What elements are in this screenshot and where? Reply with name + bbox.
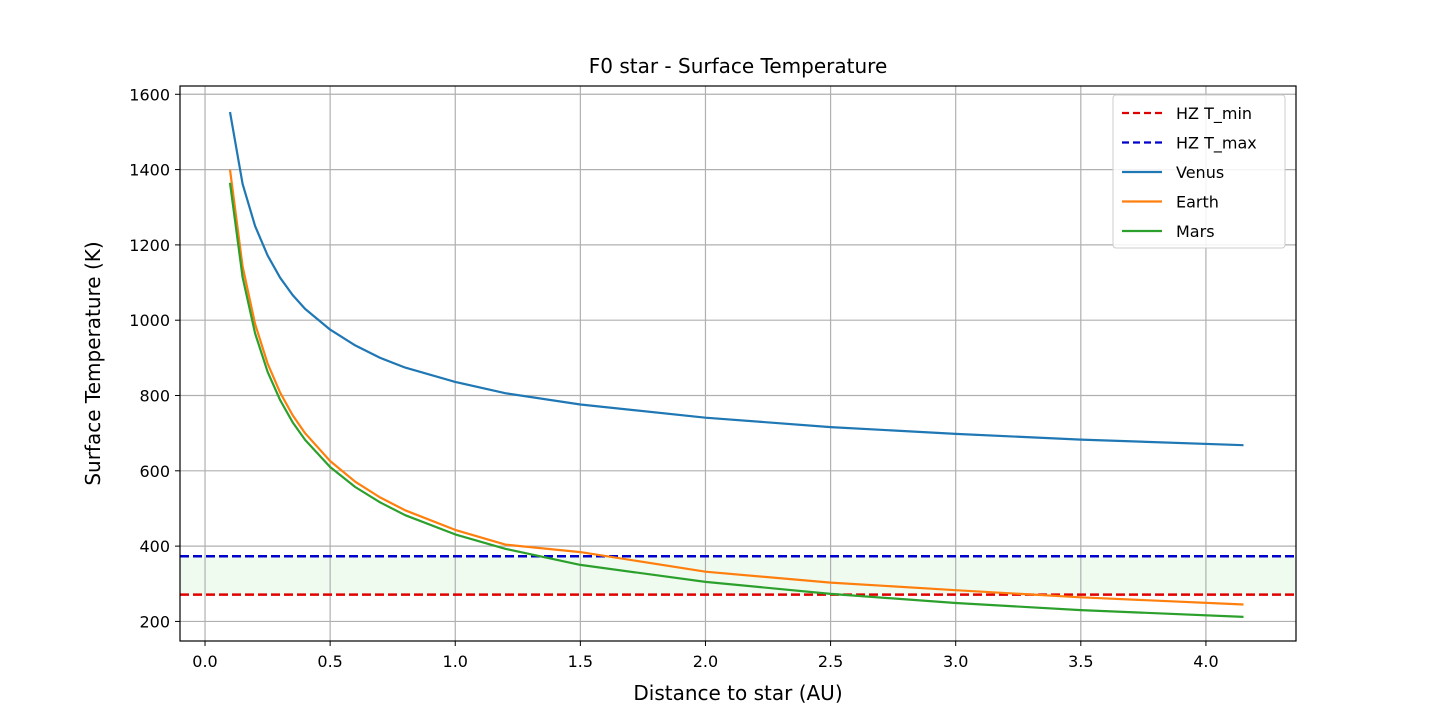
series-line-mars — [228, 182, 1244, 618]
x-tick-label: 3.5 — [1068, 652, 1093, 671]
legend-label-earth: Earth — [1176, 193, 1219, 212]
y-tick-label: 800 — [139, 387, 170, 406]
y-tick-label: 600 — [139, 462, 170, 481]
plot-frame — [179, 85, 1297, 642]
series-line-venus — [228, 111, 1244, 447]
chart-title: F0 star - Surface Temperature — [589, 54, 888, 78]
y-tick-label: 1200 — [129, 236, 170, 255]
y-tick-label: 1000 — [129, 311, 170, 330]
y-axis-label: Surface Temperature (K) — [81, 241, 105, 485]
x-tick-label: 0.5 — [317, 652, 342, 671]
legend-label-mars: Mars — [1176, 222, 1215, 241]
x-tick-label: 2.5 — [818, 652, 843, 671]
series-line-earth — [228, 169, 1244, 606]
y-tick-label: 1600 — [129, 85, 170, 104]
x-tick-label: 2.0 — [693, 652, 718, 671]
legend-label-venus: Venus — [1176, 163, 1224, 182]
x-tick-label: 4.0 — [1193, 652, 1218, 671]
legend: HZ T_min HZ T_max Venus Earth Mars — [1112, 94, 1286, 249]
x-tick-label: 1.5 — [568, 652, 593, 671]
y-tick-label: 200 — [139, 612, 170, 631]
legend-label-hz-t-min: HZ T_min — [1176, 104, 1252, 124]
y-tick-label: 1400 — [129, 161, 170, 180]
x-tick-label: 1.0 — [443, 652, 468, 671]
legend-label-hz-t-max: HZ T_max — [1176, 134, 1257, 154]
x-axis-label: Distance to star (AU) — [633, 681, 842, 705]
x-tick-label: 0.0 — [192, 652, 217, 671]
x-tick-label: 3.0 — [943, 652, 968, 671]
y-tick-label: 400 — [139, 537, 170, 556]
legend-box — [1112, 94, 1286, 249]
